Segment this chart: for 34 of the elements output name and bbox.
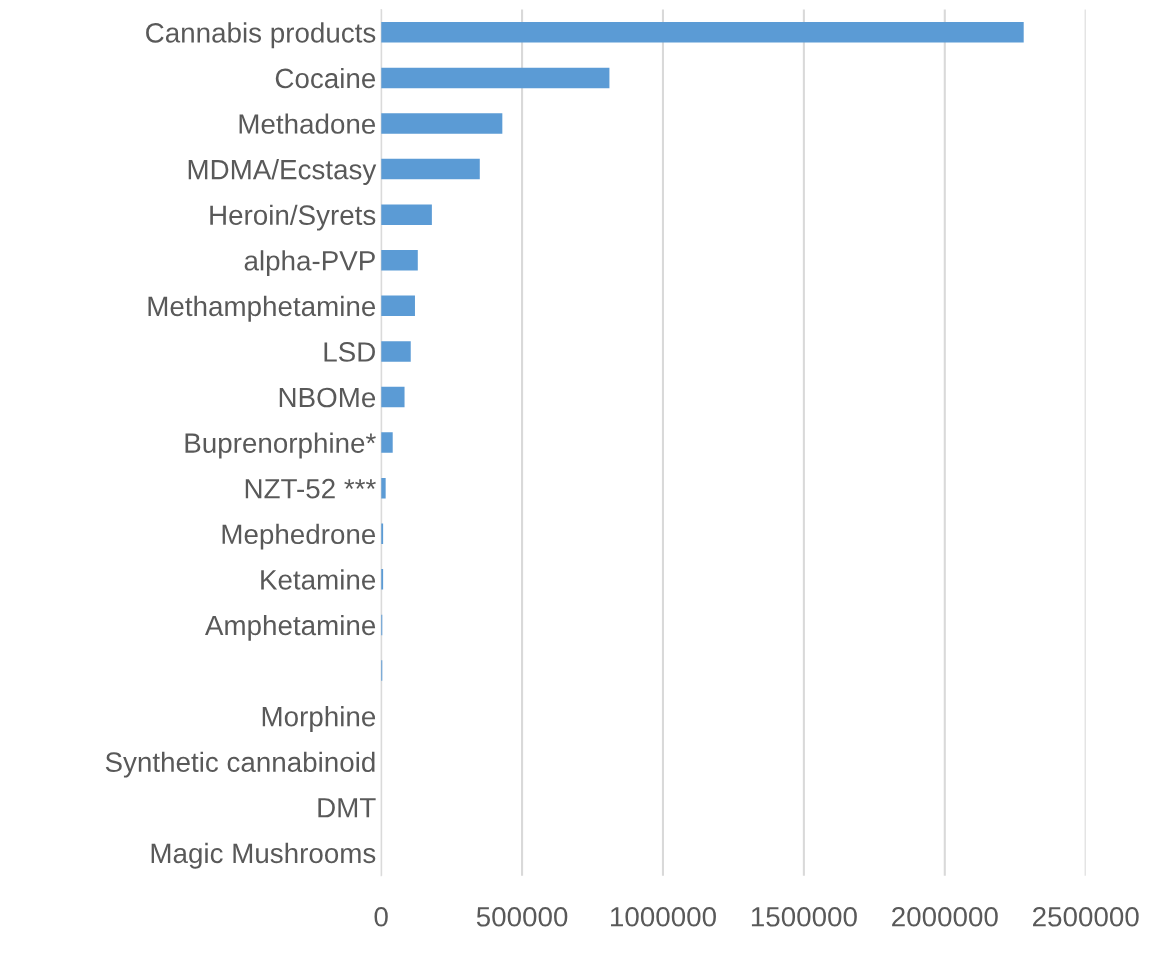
y-tick-label: Heroin/Syrets	[210, 204, 376, 231]
y-tick-label: NZT-52 ***	[245, 478, 376, 499]
y-tick-label: NBOMe	[279, 387, 376, 408]
bar	[381, 158, 480, 180]
y-tick-label: Buprenorphine*	[185, 432, 376, 459]
x-tick-label: 1000000	[611, 906, 716, 927]
x-tick-label: 1500000	[751, 906, 857, 927]
y-tick-label: Morphine	[262, 706, 376, 732]
y-tick-label: Ketamine	[261, 569, 376, 590]
bar	[381, 250, 418, 271]
y-tick-label: alpha-PVP	[244, 250, 375, 277]
x-tick-label: 2500000	[1033, 906, 1139, 927]
bar	[381, 341, 411, 362]
y-tick-label: Mephedrone	[222, 523, 376, 550]
bar	[381, 113, 503, 134]
y-tick-label: LSD	[324, 342, 375, 362]
y-tick-label: Methamphetamine	[148, 295, 376, 322]
bar	[381, 295, 415, 317]
y-tick-label: Magic Mushrooms	[151, 842, 376, 869]
y-tick-label: Cocaine	[275, 67, 376, 89]
bar	[381, 22, 1024, 43]
y-tick-label: Synthetic cannabinoid	[105, 751, 375, 778]
y-tick-label: MDMA/Ecstasy	[188, 159, 377, 185]
bar	[381, 386, 405, 408]
bar	[381, 432, 393, 453]
y-tick-label: Methadone	[239, 113, 376, 134]
bar	[381, 204, 432, 225]
y-tick-label: DMT	[318, 798, 376, 818]
y-tick-label: Cannabis products	[146, 22, 376, 49]
x-tick-label: 2000000	[892, 906, 998, 927]
x-tick-label: 500000	[476, 906, 568, 927]
bar	[381, 67, 610, 89]
x-tick-label: 0	[374, 906, 388, 927]
y-tick-label: Amphetamine	[204, 614, 376, 641]
